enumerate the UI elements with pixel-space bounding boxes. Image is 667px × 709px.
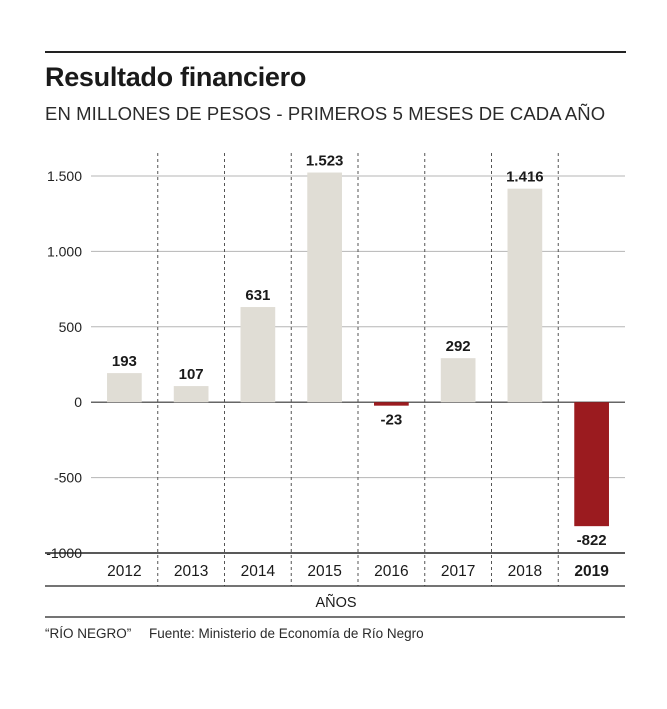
x-tick-label: 2016 [374, 563, 408, 580]
y-tick-label: 0 [74, 394, 82, 410]
x-tick-label: 2014 [241, 563, 276, 580]
bar [240, 307, 276, 403]
data-label: 631 [245, 287, 270, 304]
y-tick-label: 1.000 [47, 243, 82, 259]
source-text: Fuente: Ministerio de Economía de Río Ne… [149, 626, 424, 641]
chart-subtitle: EN MILLONES DE PESOS - PRIMEROS 5 MESES … [45, 103, 606, 124]
credit-text: “RÍO NEGRO” [45, 626, 132, 641]
x-axis-title: AÑOS [315, 594, 356, 611]
bar [574, 402, 609, 527]
y-tick-label: -500 [54, 470, 82, 486]
bar [107, 373, 142, 403]
x-tick-label: 2013 [174, 563, 208, 580]
bar [307, 172, 342, 403]
y-tick-label: 1.500 [47, 168, 82, 184]
bar [173, 386, 209, 403]
x-tick-label: 2017 [441, 563, 475, 580]
data-label: 1.523 [306, 153, 344, 170]
data-label: -23 [381, 412, 403, 429]
x-tick-label: 2019 [574, 563, 609, 580]
x-tick-label: 2012 [107, 563, 141, 580]
data-label: 193 [112, 353, 137, 370]
bar [440, 358, 476, 403]
x-tick-label: 2018 [508, 563, 542, 580]
top-rule [45, 51, 626, 53]
data-label: 1.416 [506, 169, 544, 186]
footer: “RÍO NEGRO” Fuente: Ministerio de Economí… [45, 626, 424, 641]
y-tick-label: 500 [59, 319, 83, 335]
x-tick-label: 2015 [307, 563, 341, 580]
chart-title: Resultado financiero [45, 62, 307, 92]
data-label: -822 [577, 532, 607, 549]
bar [507, 188, 543, 403]
data-label: 292 [446, 338, 471, 355]
bar [374, 402, 409, 406]
data-label: 107 [179, 366, 204, 383]
